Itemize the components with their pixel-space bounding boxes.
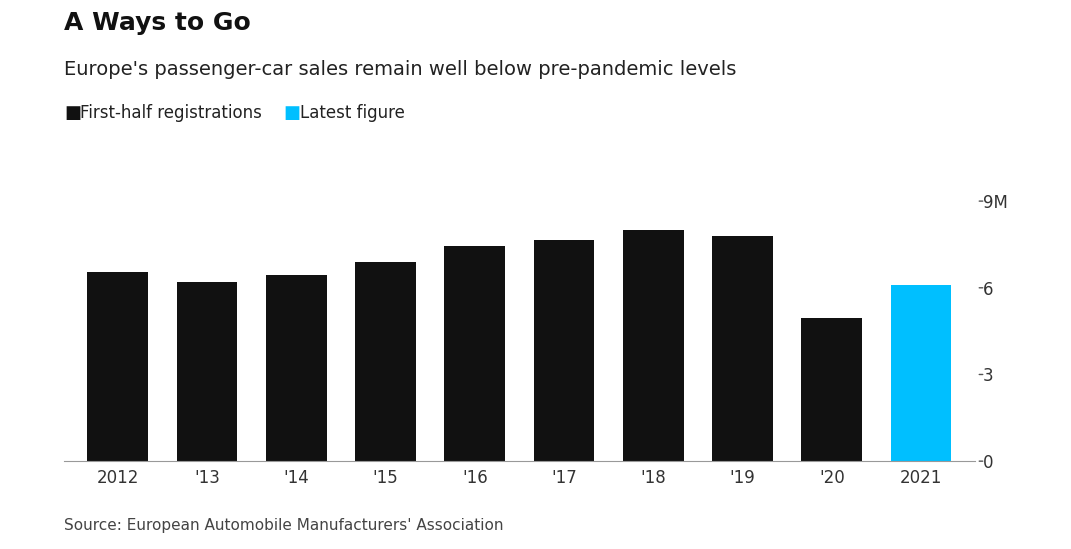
Bar [891, 285, 951, 461]
Text: ■: ■ [64, 104, 81, 121]
Text: A Ways to Go: A Ways to Go [64, 11, 251, 35]
Bar [623, 230, 683, 461]
Bar [88, 272, 148, 461]
Bar [356, 262, 416, 461]
Bar [177, 282, 238, 461]
Text: First-half registrations: First-half registrations [80, 104, 262, 121]
Text: Source: European Automobile Manufacturers' Association: Source: European Automobile Manufacturer… [64, 518, 503, 533]
Bar [533, 240, 594, 461]
Bar [801, 318, 862, 461]
Bar [266, 275, 327, 461]
Bar [712, 236, 773, 461]
Text: ■: ■ [284, 104, 301, 121]
Text: Latest figure: Latest figure [300, 104, 405, 121]
Text: Europe's passenger-car sales remain well below pre-pandemic levels: Europe's passenger-car sales remain well… [64, 60, 737, 80]
Bar [444, 246, 506, 461]
